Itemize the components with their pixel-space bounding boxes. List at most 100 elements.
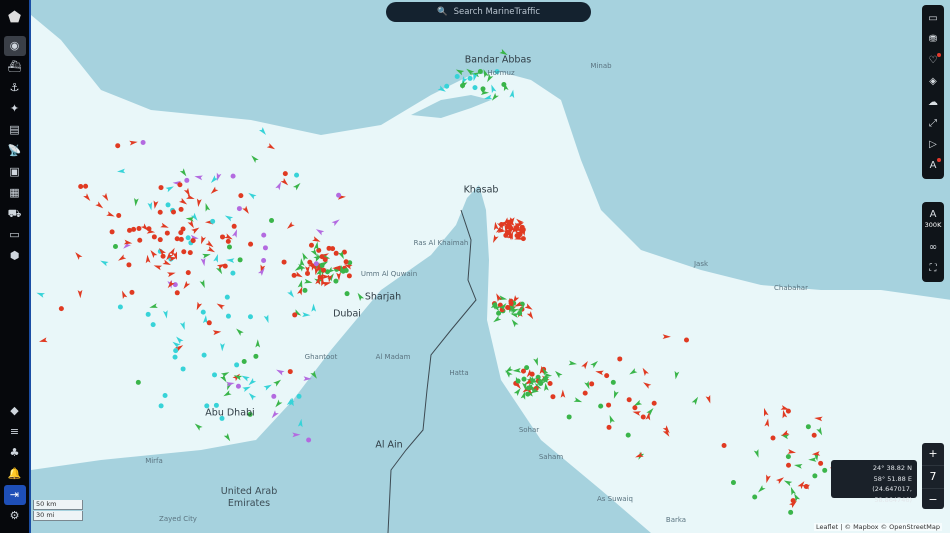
vessel-marker[interactable] — [496, 293, 503, 302]
vessel-marker[interactable] — [322, 257, 328, 263]
vessel-marker[interactable] — [539, 365, 545, 374]
vessel-marker[interactable] — [179, 168, 187, 177]
vessel-marker[interactable] — [242, 386, 251, 392]
vessel-marker[interactable] — [226, 258, 235, 263]
vessel-marker[interactable] — [166, 252, 173, 261]
vessel-marker[interactable] — [566, 414, 572, 420]
vessel-marker[interactable] — [331, 219, 340, 227]
vessel-marker[interactable] — [322, 282, 332, 287]
layers-button[interactable]: ◈ — [922, 71, 944, 92]
vessel-marker[interactable] — [789, 500, 797, 508]
vessel-marker[interactable] — [645, 411, 651, 421]
vessel-marker[interactable] — [262, 245, 268, 251]
vessel-marker[interactable] — [513, 388, 521, 396]
vessel-marker[interactable] — [58, 306, 64, 312]
vessel-marker[interactable] — [280, 178, 289, 186]
vessel-marker[interactable] — [117, 168, 126, 174]
vessel-marker[interactable] — [248, 392, 257, 401]
vessel-marker[interactable] — [510, 308, 519, 315]
vessel-marker[interactable] — [613, 390, 619, 399]
vessel-marker[interactable] — [508, 300, 514, 306]
vessel-marker[interactable] — [210, 186, 219, 194]
vessel-marker[interactable] — [146, 226, 152, 232]
vessel-marker[interactable] — [226, 244, 232, 250]
vessel-marker[interactable] — [573, 397, 583, 403]
vessel-marker[interactable] — [780, 405, 790, 410]
vessel-marker[interactable] — [525, 385, 531, 391]
vessel-marker[interactable] — [305, 270, 311, 276]
search-bar[interactable]: 🔍 Search MarineTraffic — [386, 2, 591, 22]
vessel-marker[interactable] — [126, 262, 132, 268]
vessel-marker[interactable] — [294, 271, 303, 278]
vessel-marker[interactable] — [818, 460, 824, 466]
vessel-marker[interactable] — [455, 69, 465, 76]
vessel-marker[interactable] — [196, 198, 202, 208]
sidebar-item-login[interactable]: ⇥ — [3, 485, 26, 505]
vessel-marker[interactable] — [158, 403, 164, 409]
vessel-marker[interactable] — [526, 369, 534, 378]
vessel-marker[interactable] — [786, 462, 792, 468]
vessel-marker[interactable] — [721, 443, 727, 449]
vessel-marker[interactable] — [812, 473, 818, 479]
vessel-marker[interactable] — [129, 140, 138, 146]
sidebar-item-notifications[interactable]: 🔔 — [4, 464, 26, 484]
vessel-marker[interactable] — [230, 270, 236, 276]
vessel-marker[interactable] — [224, 215, 234, 222]
vessel-marker[interactable] — [248, 241, 254, 247]
vessel-marker[interactable] — [643, 382, 652, 389]
vessel-marker[interactable] — [145, 311, 151, 317]
vessel-marker[interactable] — [216, 303, 225, 310]
vessel-marker[interactable] — [83, 183, 89, 189]
vessel-marker[interactable] — [662, 425, 670, 434]
vessel-marker[interactable] — [633, 399, 643, 406]
vessel-marker[interactable] — [253, 353, 259, 359]
vessel-marker[interactable] — [635, 452, 644, 458]
vessel-marker[interactable] — [238, 193, 244, 199]
vessel-marker[interactable] — [181, 249, 187, 255]
vessel-marker[interactable] — [533, 357, 538, 366]
vessel-marker[interactable] — [237, 257, 243, 263]
vessel-marker[interactable] — [180, 321, 185, 330]
vessel-marker[interactable] — [236, 206, 242, 212]
sidebar-item-ships-list[interactable]: ⛟ — [4, 204, 26, 224]
vessel-marker[interactable] — [632, 411, 642, 416]
vessel-marker[interactable] — [530, 376, 537, 385]
vessel-marker[interactable] — [292, 312, 298, 318]
vessel-marker[interactable] — [514, 301, 523, 307]
vessel-marker[interactable] — [294, 172, 300, 178]
vessel-marker[interactable] — [213, 402, 219, 408]
vessel-marker[interactable] — [202, 315, 208, 324]
vessel-marker[interactable] — [281, 259, 287, 265]
vessel-marker[interactable] — [753, 449, 759, 458]
vessel-marker[interactable] — [172, 282, 178, 288]
vessel-marker[interactable] — [662, 428, 670, 437]
vessel-marker[interactable] — [158, 185, 164, 191]
vessel-marker[interactable] — [524, 378, 533, 385]
vessel-marker[interactable] — [136, 226, 142, 232]
vessel-marker[interactable] — [790, 486, 796, 496]
vessel-marker[interactable] — [212, 372, 218, 378]
vessel-marker[interactable] — [313, 261, 319, 267]
sidebar-item-database[interactable]: ≡ — [4, 422, 26, 442]
vessel-marker[interactable] — [102, 192, 109, 202]
vessel-marker[interactable] — [327, 274, 333, 283]
vessel-marker[interactable] — [307, 259, 313, 265]
vessel-marker[interactable] — [510, 313, 519, 318]
vessel-marker[interactable] — [764, 407, 769, 417]
vessel-marker[interactable] — [304, 278, 313, 284]
vessel-marker[interactable] — [220, 374, 227, 383]
vessel-marker[interactable] — [816, 427, 823, 436]
vessel-marker[interactable] — [541, 367, 549, 376]
vessel-marker[interactable] — [466, 68, 475, 76]
vessel-marker[interactable] — [168, 256, 178, 262]
vessel-marker[interactable] — [190, 212, 198, 221]
vessel-marker[interactable] — [491, 92, 499, 101]
vessel-marker[interactable] — [233, 375, 243, 381]
vessel-marker[interactable] — [581, 361, 588, 370]
vessel-marker[interactable] — [336, 272, 341, 281]
vessel-marker[interactable] — [490, 301, 497, 310]
vessel-marker[interactable] — [491, 84, 497, 94]
vessel-marker[interactable] — [497, 228, 507, 233]
vessel-marker[interactable] — [194, 175, 203, 181]
vessel-marker[interactable] — [758, 485, 766, 493]
